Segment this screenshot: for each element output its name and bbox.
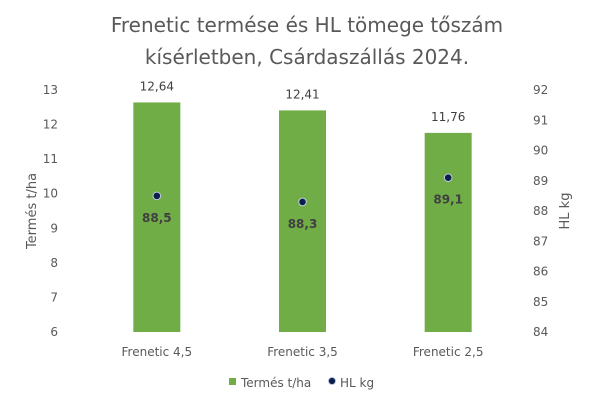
chart-title-line-2: kísérletben, Csárdaszállás 2024. <box>145 45 469 69</box>
bar <box>424 132 472 332</box>
left-tick-label: 13 <box>43 83 58 97</box>
legend-point-label: HL kg <box>340 376 374 390</box>
hl-point-label: 88,5 <box>142 211 172 225</box>
chart-title-line-1: Frenetic termése és HL tömege tőszám <box>111 13 503 37</box>
point-data-labels: 88,5 88,3 89,1 <box>142 193 463 231</box>
left-tick-label: 9 <box>50 221 58 235</box>
right-tick-label: 87 <box>533 234 548 248</box>
category-label: Frenetic 4,5 <box>122 345 193 359</box>
bar-value-label: 11,76 <box>431 110 465 124</box>
left-tick-label: 8 <box>50 256 58 270</box>
legend-bar-label: Termés t/ha <box>240 376 311 390</box>
bar-value-label: 12,64 <box>140 79 174 93</box>
hl-point <box>443 173 453 183</box>
category-label: Frenetic 3,5 <box>267 345 338 359</box>
left-tick-label: 11 <box>43 152 58 166</box>
right-tick-label: 92 <box>533 83 548 97</box>
right-tick-label: 84 <box>533 325 548 339</box>
right-tick-label: 89 <box>533 174 548 188</box>
legend: Termés t/ha HL kg <box>229 376 374 390</box>
legend-point-swatch <box>327 376 337 386</box>
bar-data-labels: 12,64 12,41 11,76 <box>140 79 466 123</box>
left-tick-label: 7 <box>50 290 58 304</box>
left-tick-label: 6 <box>50 325 58 339</box>
right-tick-label: 91 <box>533 113 548 127</box>
category-label: Frenetic 2,5 <box>413 345 484 359</box>
bar <box>133 102 181 333</box>
category-axis-labels: Frenetic 4,5 Frenetic 3,5 Frenetic 2,5 <box>122 345 484 359</box>
y2-axis-title: HL kg <box>558 193 573 230</box>
right-tick-label: 88 <box>533 204 548 218</box>
point-series <box>152 173 453 207</box>
hl-point-label: 88,3 <box>288 217 318 231</box>
y-axis-title: Termés t/ha <box>25 173 40 250</box>
hl-point-label: 89,1 <box>433 193 463 207</box>
hl-point <box>152 191 162 201</box>
left-axis-ticks: 6 7 8 9 10 11 12 13 <box>43 83 58 339</box>
bar-value-label: 12,41 <box>285 87 319 101</box>
bar-series <box>133 102 472 333</box>
right-axis-ticks: 84 85 86 87 88 89 90 91 92 <box>533 83 548 339</box>
right-tick-label: 85 <box>533 295 548 309</box>
hl-point <box>298 197 307 207</box>
right-tick-label: 90 <box>533 144 548 158</box>
legend-bar-swatch <box>229 378 236 385</box>
right-tick-label: 86 <box>533 265 548 279</box>
left-tick-label: 10 <box>43 187 58 201</box>
left-tick-label: 12 <box>43 118 58 132</box>
bar <box>279 110 326 332</box>
